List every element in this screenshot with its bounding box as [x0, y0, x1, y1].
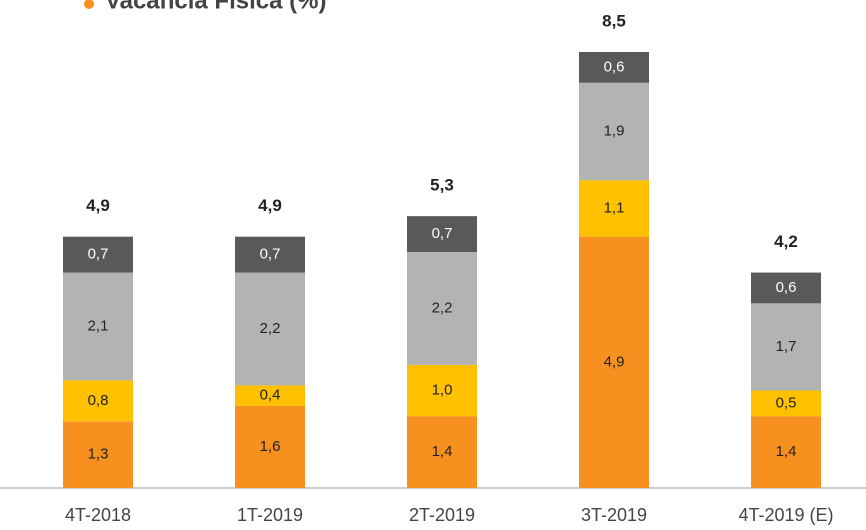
bar-segment: [63, 272, 133, 381]
title-bullet: [84, 0, 94, 9]
total-label: 4,9: [86, 196, 110, 215]
data-label: 1,4: [776, 443, 797, 460]
data-label: 0,7: [432, 225, 453, 242]
chart-title: Vacância Física (%): [105, 0, 326, 14]
x-tick-label: 2T-2019: [409, 505, 475, 525]
data-label: 1,1: [604, 199, 625, 216]
bar-segment: [63, 236, 133, 273]
bar-segment: [235, 385, 305, 406]
bar-segment: [407, 416, 477, 488]
bar-segment: [751, 416, 821, 488]
x-tick-label: 4T-2019 (E): [738, 505, 833, 525]
bar-segment: [579, 236, 649, 488]
data-label: 2,2: [260, 320, 281, 337]
data-label: 4,9: [604, 353, 625, 370]
data-label: 1,0: [432, 382, 453, 399]
bar-segment: [407, 252, 477, 365]
x-tick-label: 1T-2019: [237, 505, 303, 525]
data-label: 2,2: [432, 299, 453, 316]
bar-segment: [751, 390, 821, 417]
bar-segment: [751, 272, 821, 304]
bar-segment: [579, 180, 649, 237]
data-label: 1,7: [776, 338, 797, 355]
data-label: 0,5: [776, 394, 797, 411]
bar-segment: [235, 405, 305, 488]
bar-segment: [235, 272, 305, 386]
bar-segment: [407, 216, 477, 253]
data-label: 0,6: [604, 58, 625, 75]
data-label: 0,8: [88, 392, 109, 409]
bar-segment: [751, 303, 821, 391]
bar-segment: [235, 236, 305, 273]
data-label: 1,9: [604, 122, 625, 139]
data-label: 1,6: [260, 438, 281, 455]
data-label: 0,6: [776, 279, 797, 296]
bar-segment: [579, 82, 649, 181]
x-tick-label: 3T-2019: [581, 505, 647, 525]
data-label: 0,7: [88, 246, 109, 263]
bar-segment: [407, 364, 477, 417]
bar-segment: [63, 380, 133, 422]
data-label: 1,4: [432, 443, 453, 460]
data-label: 1,3: [88, 446, 109, 463]
total-label: 5,3: [430, 176, 454, 195]
total-label: 4,9: [258, 196, 282, 215]
data-label: 0,7: [260, 246, 281, 263]
total-label: 8,5: [602, 11, 626, 30]
data-label: 2,1: [88, 317, 109, 334]
x-tick-label: 4T-2018: [65, 505, 131, 525]
bar-segment: [579, 52, 649, 83]
data-label: 0,4: [260, 387, 281, 404]
bar-segment: [63, 421, 133, 488]
total-label: 4,2: [774, 232, 798, 251]
